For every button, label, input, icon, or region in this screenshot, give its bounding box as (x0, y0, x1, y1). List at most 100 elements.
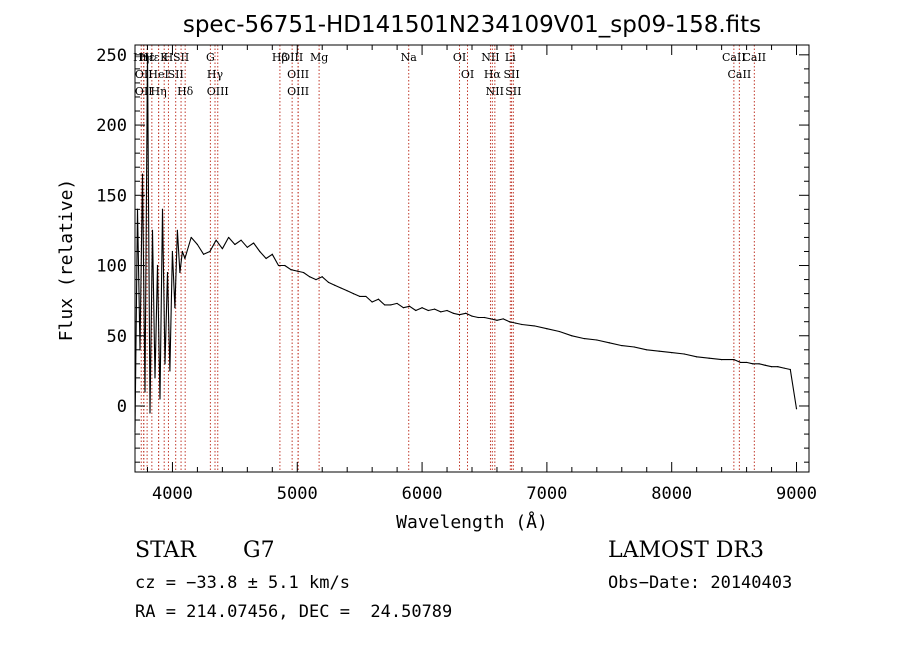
spectrum-data-point (169, 370, 171, 372)
spectral-line-label: SII (173, 51, 189, 64)
spectrum-data-point (149, 412, 151, 414)
spectral-line-label: OIII (207, 85, 229, 98)
spectral-line-label: Hη (133, 51, 149, 64)
y-tick-label: 0 (117, 397, 127, 417)
spectrum-data-point (340, 287, 342, 289)
spectral-line-label: OI (461, 68, 474, 81)
y-tick-label: 50 (107, 327, 127, 347)
spectral-line-label: Li (505, 51, 516, 64)
spectral-line-label: K (160, 51, 169, 64)
spectrum-data-point (496, 319, 498, 321)
spectrum-data-point (151, 229, 154, 232)
spectral-line-label: OII (135, 68, 153, 81)
spectral-line-label: Na (401, 51, 418, 64)
spectral-subclass: G7 (243, 538, 275, 563)
spectrum-data-point (296, 270, 298, 272)
spectrum-data-point (252, 242, 255, 244)
plot-area-frame (134, 44, 810, 473)
spectrum-data-point (452, 312, 454, 314)
spectrum-data-point (490, 318, 492, 320)
spectrum-data-point (596, 339, 598, 341)
spectrum-data-point (745, 361, 748, 364)
spectral-line-label: OIII (281, 51, 303, 64)
spectrum-data-point (621, 344, 623, 347)
y-tick-label: 150 (96, 186, 127, 206)
survey-name: LAMOST DR3 (608, 538, 764, 563)
spectrum-data-point (271, 253, 273, 255)
spectrum-data-point (284, 264, 286, 267)
spectrum-data-point (181, 250, 184, 253)
x-axis-label: Wavelength (Å) (396, 511, 548, 533)
spectrum-data-point (240, 239, 242, 241)
spectral-line-label: Hε (139, 51, 155, 64)
spectrum-data-point (327, 281, 330, 283)
x-tick-label: 8000 (651, 484, 692, 504)
spectrum-data-point (758, 363, 760, 365)
spectrum-data-point (696, 356, 698, 358)
spectrum-data-point (421, 307, 423, 309)
spectrum-data-point (433, 308, 436, 310)
spectrum-data-point (783, 367, 785, 369)
spectrum-data-point (346, 290, 348, 292)
spectrum-data-point (309, 276, 311, 278)
spectrum-data-point (315, 278, 317, 281)
spectrum-data-point (708, 357, 710, 359)
y-tick-label: 200 (96, 116, 127, 136)
spectral-line-label: NII (481, 51, 499, 64)
spectrum-data-point (161, 208, 164, 210)
spectral-line-label: HeI (148, 68, 168, 81)
spectrum-data-point (465, 312, 467, 314)
spectrum-data-point (764, 364, 766, 366)
spectrum-data-point (658, 350, 660, 352)
spectrum-data-point (733, 359, 735, 361)
spectral-line-label: Hε (144, 51, 160, 64)
spectrum-data-point (246, 246, 248, 248)
spectral-line-label: Hα (484, 68, 502, 81)
spectrum-data-point (789, 368, 791, 371)
spectrum-data-point (166, 271, 169, 274)
spectral-line-label: Hβ (272, 51, 288, 64)
spectrum-data-point (483, 316, 486, 319)
spectrum-data-point (174, 307, 176, 309)
spectrum-data-point (234, 243, 236, 246)
x-tick-label: 4000 (152, 484, 193, 504)
spectrum-data-point (290, 269, 292, 271)
y-axis-label: Flux (relative) (56, 179, 77, 342)
spectrum-data-point (265, 257, 267, 260)
spectral-line-label: G (206, 51, 215, 64)
spectrum-data-point (471, 315, 473, 317)
x-tick-label: 7000 (526, 484, 567, 504)
spectrum-data-point (215, 239, 217, 241)
spectrum-data-point (408, 305, 411, 307)
spectrum-data-point (154, 377, 156, 379)
spectrum-data-point (739, 361, 741, 364)
spectrum-data-point (321, 276, 323, 278)
spectrum-data-point (277, 264, 280, 267)
chart-title: spec-56751-HD141501N234109V01_sp09-158.f… (183, 12, 761, 38)
spectrum-data-point (415, 309, 417, 312)
spectral-line-label: Hδ (177, 85, 194, 98)
spectrum-data-point (583, 337, 585, 340)
spectrum-data-point (359, 295, 361, 298)
spectrum-data-point (646, 349, 648, 351)
spectrum-data-point (156, 264, 159, 267)
spectrum-data-point (396, 302, 398, 305)
spectrum-data-point (365, 295, 367, 298)
spectral-line-label: CaII (722, 51, 746, 64)
y-tick-label: 250 (96, 46, 127, 66)
x-tick-label: 5000 (277, 484, 318, 504)
spectrum-data-point (440, 311, 442, 313)
spectrum-data-point (334, 284, 336, 286)
spectral-line-label: NII (486, 85, 504, 98)
spectrum-data-point (558, 330, 560, 333)
spectrum-data-point (171, 250, 174, 253)
spectral-line-label: OII (135, 85, 153, 98)
observation-date: Obs−Date: 20140403 (608, 573, 793, 593)
spectrum-data-point (777, 366, 779, 368)
spectrum-data-point (371, 301, 373, 303)
object-type: STAR (135, 538, 196, 563)
spectrum-data-point (377, 298, 379, 300)
spectrum-data-point (515, 322, 517, 324)
spectral-line-label: OIII (287, 68, 309, 81)
